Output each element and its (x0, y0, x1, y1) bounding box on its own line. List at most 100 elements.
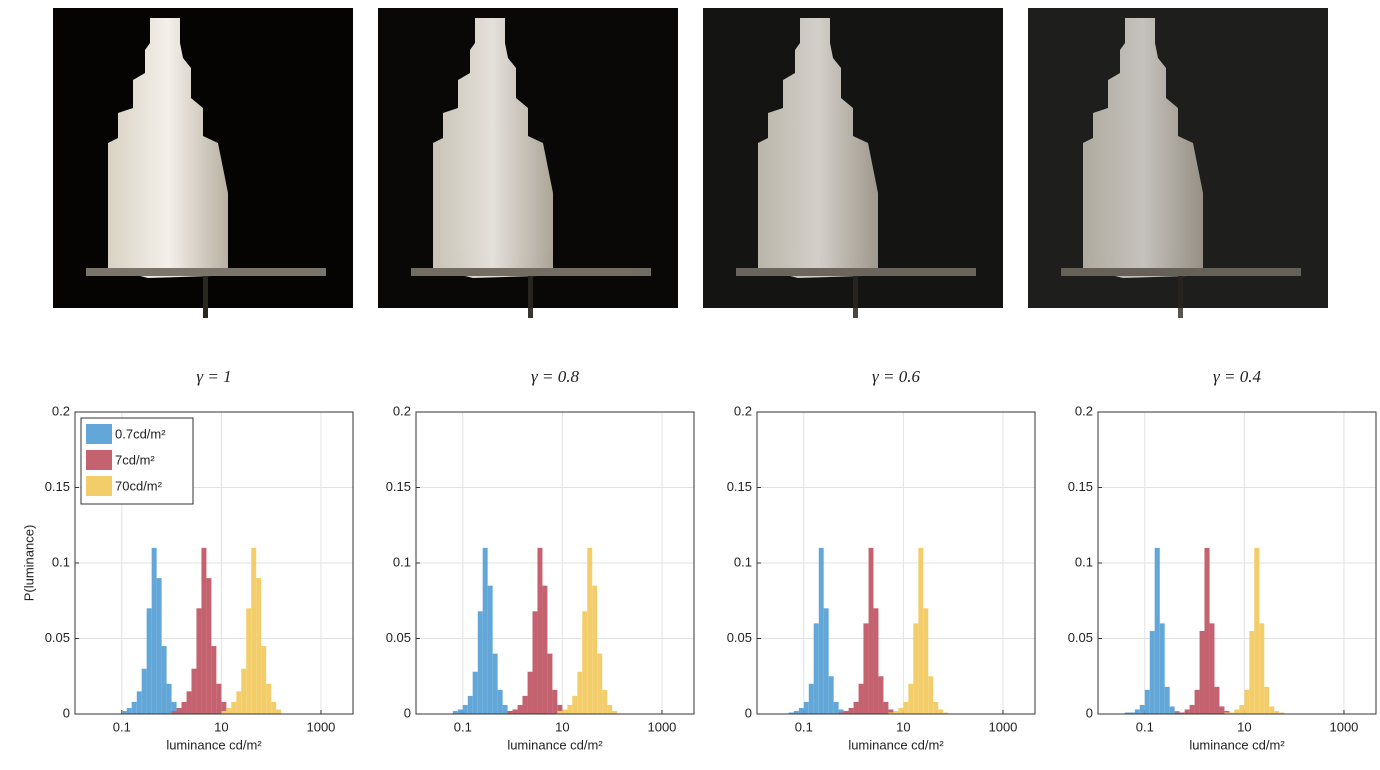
x-tick-label: 10 (214, 719, 228, 734)
photo-gamma-1 (53, 8, 353, 318)
histogram-bar (883, 702, 888, 714)
chart-title: γ = 1 (196, 367, 231, 386)
histogram-bar (809, 684, 814, 714)
histogram-bar (547, 654, 552, 714)
histogram-bar (814, 623, 819, 714)
histogram-bar (468, 696, 473, 714)
histogram-bar (1155, 548, 1160, 714)
histogram-bar (1234, 709, 1239, 714)
histogram-bar (1160, 623, 1165, 714)
histogram-bar (1244, 690, 1249, 714)
histogram-bar (181, 702, 186, 714)
y-tick-label: 0.15 (386, 479, 411, 494)
histogram-bar (859, 684, 864, 714)
histogram-bar (251, 548, 256, 714)
histogram-bar (503, 705, 508, 714)
histogram-bar (132, 702, 137, 714)
histogram-bar (1140, 705, 1145, 714)
histogram-bar (137, 691, 142, 714)
chart-title: γ = 0.4 (1213, 367, 1261, 386)
y-tick-label: 0 (63, 705, 70, 720)
histogram-bar (473, 672, 478, 714)
histogram-bar (1190, 705, 1195, 714)
x-tick-label: 1000 (306, 719, 335, 734)
legend-swatch (86, 450, 112, 470)
histogram-bar (246, 608, 251, 714)
histogram-bar (167, 684, 172, 714)
histogram-bar (863, 623, 868, 714)
histogram-bar (1264, 687, 1269, 714)
y-tick-label: 0.2 (734, 403, 752, 418)
histogram-bar (849, 708, 854, 714)
y-tick-label: 0.15 (727, 479, 752, 494)
histogram-bar (1254, 548, 1259, 714)
histogram-bar (522, 696, 527, 714)
histogram-bar (834, 702, 839, 714)
histogram-bar (1210, 623, 1215, 714)
histogram-bar (271, 702, 276, 714)
histogram-bar (567, 705, 572, 714)
y-tick-label: 0.1 (52, 554, 70, 569)
y-tick-label: 0.15 (1068, 479, 1093, 494)
figure: γ = 1 0 0.05 0.1 0.15 0.2 0.1 10 1000 luminance c… (0, 0, 1380, 770)
histogram-bar (201, 548, 206, 714)
histogram-bar (552, 690, 557, 714)
x-tick-label: 10 (555, 719, 569, 734)
histogram-bar (196, 608, 201, 714)
histogram-bar (261, 646, 266, 714)
y-tick-label: 0 (745, 705, 752, 720)
histogram-bar (231, 702, 236, 714)
x-tick-label: 0.1 (454, 719, 472, 734)
histogram-bar (602, 690, 607, 714)
histogram-bar (498, 690, 503, 714)
y-tick-label: 0.2 (1075, 403, 1093, 418)
histogram-bar (478, 611, 483, 714)
histogram-bar (458, 709, 463, 714)
histogram-bar (157, 578, 162, 714)
histogram-bar (162, 646, 167, 714)
legend-swatch (86, 476, 112, 496)
histogram-bar (799, 708, 804, 714)
histogram-bar (483, 548, 488, 714)
histogram-bar (542, 586, 547, 714)
x-axis-label: luminance cd/m² (166, 737, 262, 752)
y-tick-label: 0.2 (52, 403, 70, 418)
histogram-bar (463, 705, 468, 714)
histogram-bar (903, 702, 908, 714)
x-tick-label: 0.1 (113, 719, 131, 734)
histogram-bar (276, 709, 281, 714)
histogram-bar (528, 672, 533, 714)
y-tick-label: 0.05 (727, 630, 752, 645)
histogram-bar (191, 669, 196, 714)
legend-label: 0.7cd/m² (115, 426, 166, 441)
histogram-bar (206, 578, 211, 714)
histogram-bar (1165, 687, 1170, 714)
histogram-bar (147, 608, 152, 714)
histogram-bar (1259, 623, 1264, 714)
histogram-bar (187, 691, 192, 714)
histogram-bar (938, 709, 943, 714)
histogram-bar (256, 578, 261, 714)
histogram-bar (562, 709, 567, 714)
histogram-bar (928, 676, 933, 714)
histogram-bar (537, 548, 542, 714)
histogram-bar (1204, 548, 1209, 714)
histogram-bar (532, 611, 537, 714)
y-tick-label: 0.1 (734, 554, 752, 569)
y-tick-label: 0.05 (386, 630, 411, 645)
histogram-bar (1195, 690, 1200, 714)
histogram-bar (587, 548, 592, 714)
histogram-bar (923, 608, 928, 714)
chart-title: γ = 0.6 (872, 367, 920, 386)
y-tick-label: 0.15 (45, 479, 70, 494)
x-tick-label: 10 (1237, 719, 1251, 734)
y-tick-label: 0.1 (393, 554, 411, 569)
legend-swatch (86, 424, 112, 444)
histogram-bar (918, 548, 923, 714)
histogram-bar (226, 708, 231, 714)
histogram-bar (1219, 706, 1224, 714)
histogram-bar (819, 548, 824, 714)
histogram-bar (493, 654, 498, 714)
x-axis-label: luminance cd/m² (507, 737, 603, 752)
x-tick-label: 1000 (647, 719, 676, 734)
